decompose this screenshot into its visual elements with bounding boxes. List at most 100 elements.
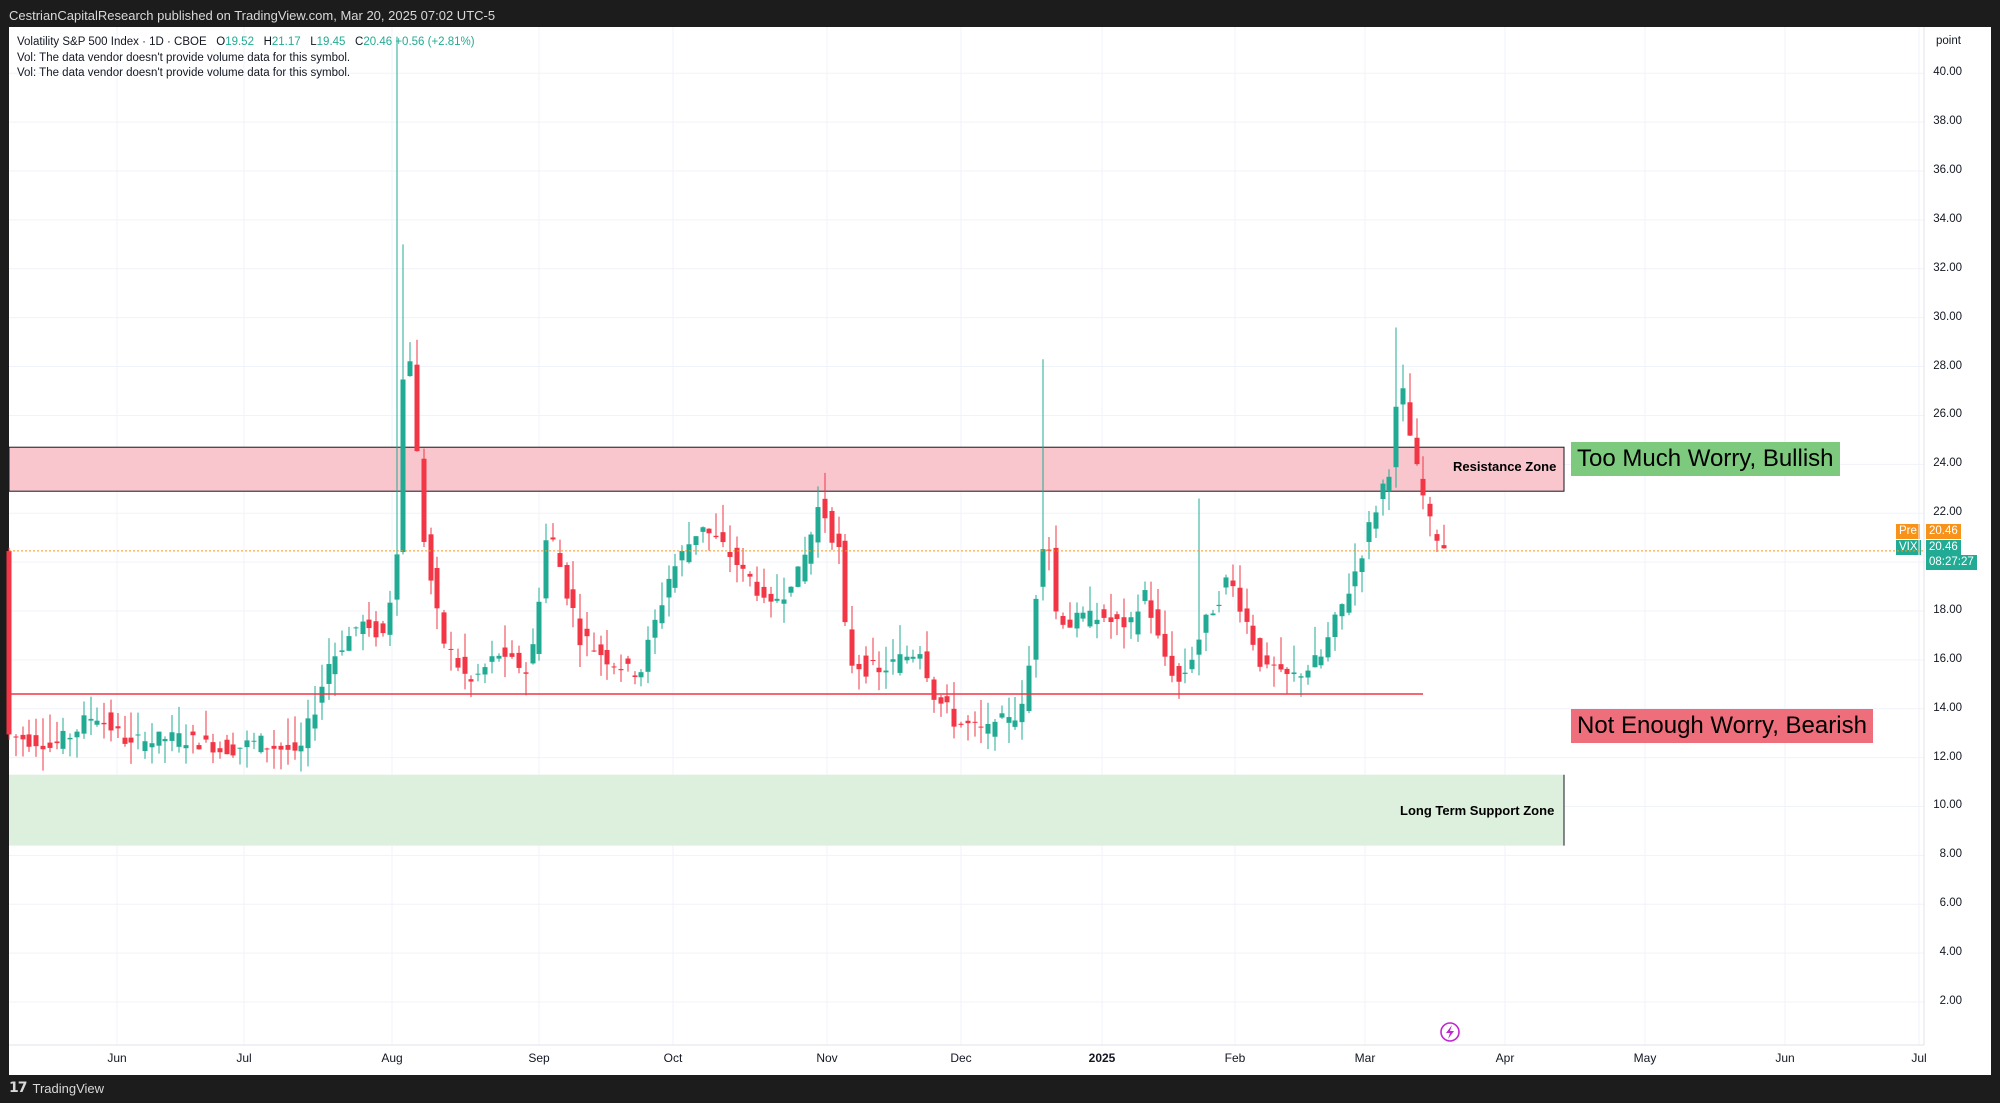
- close-value: 20.46: [363, 36, 393, 48]
- resistance-zone: [8, 446, 1565, 492]
- candle-body: [856, 663, 862, 670]
- change-value: +0.56 (+2.81%): [395, 36, 475, 48]
- candle-body: [183, 745, 189, 749]
- candle-body: [1128, 617, 1134, 623]
- candle-body: [1080, 612, 1086, 619]
- candle-body: [244, 740, 250, 748]
- candle-body: [115, 726, 121, 729]
- price-tick-label: 38.00: [1933, 115, 1962, 128]
- candle-body: [842, 540, 848, 623]
- candle-body: [645, 639, 651, 672]
- candle-body: [570, 589, 576, 609]
- candle-body: [557, 553, 563, 567]
- candle-body: [1298, 676, 1304, 678]
- candle-body: [326, 664, 332, 684]
- price-tick-label: 2.00: [1939, 995, 1962, 1007]
- chart-area[interactable]: [9, 27, 1991, 1075]
- candle-body: [666, 578, 672, 598]
- candle-body: [1203, 614, 1209, 633]
- volume-note-2: Vol: The data vendor doesn't provide vol…: [17, 67, 351, 79]
- candle-body: [142, 741, 148, 752]
- candle-body: [1006, 717, 1012, 723]
- price-tick-label: 26.00: [1933, 408, 1962, 421]
- candle-body: [278, 745, 284, 750]
- candle-body: [1033, 598, 1039, 660]
- candle-body: [20, 734, 26, 740]
- candle-body: [101, 722, 107, 725]
- candle-body: [781, 599, 787, 604]
- candle-body: [1318, 656, 1324, 666]
- open-value: 19.52: [225, 36, 254, 48]
- candle-body: [985, 724, 991, 734]
- candle-body: [482, 667, 488, 675]
- legend-symbol[interactable]: Volatility S&P 500 Index · 1D · CBOE: [17, 36, 207, 48]
- candle-body: [1230, 580, 1236, 587]
- lightning-icon[interactable]: [1440, 1022, 1460, 1042]
- candle-body: [162, 738, 168, 742]
- time-tick-label: Mar: [1354, 1051, 1376, 1065]
- price-tick-label: 4.00: [1939, 946, 1962, 959]
- candle-body: [1162, 633, 1168, 657]
- candle-body: [999, 713, 1005, 718]
- candle-body: [502, 647, 508, 657]
- candle-body: [679, 550, 685, 561]
- high-label: H: [263, 36, 272, 48]
- candle-body: [1346, 593, 1352, 613]
- candle-body: [1312, 655, 1318, 668]
- legend-ohlc-row: Volatility S&P 500 Index · 1D · CBOE O19…: [17, 35, 475, 51]
- overlay-lines: [9, 550, 1924, 695]
- candle-body: [441, 612, 447, 644]
- candle-body: [1223, 577, 1229, 588]
- candle-body: [863, 655, 869, 677]
- candle-body: [224, 739, 230, 755]
- candle-body: [285, 744, 291, 750]
- candle-body: [1135, 611, 1141, 635]
- candle-body: [700, 527, 706, 532]
- candle-body: [1060, 615, 1066, 625]
- candle-body: [1182, 672, 1188, 674]
- last-price-tag: 20.46: [1926, 540, 1961, 555]
- candle-body: [734, 547, 740, 565]
- candle-body: [1393, 406, 1399, 468]
- candle-body: [332, 656, 338, 675]
- candle-body: [713, 535, 719, 538]
- candle-body: [475, 673, 481, 675]
- candle-body: [1250, 625, 1256, 645]
- candle-body: [414, 364, 420, 452]
- candle-body: [1278, 664, 1284, 670]
- candle-body: [740, 564, 746, 569]
- bearish-callout: Not Enough Worry, Bearish: [1571, 709, 1873, 743]
- candle-body: [938, 697, 944, 704]
- tradingview-logo[interactable]: 17 TradingView: [9, 1080, 104, 1096]
- candle-body: [1386, 476, 1392, 492]
- time-tick-label: Nov: [816, 1051, 838, 1065]
- time-tick-label: May: [1633, 1051, 1657, 1065]
- candle-body: [156, 731, 162, 746]
- candle-body: [1046, 549, 1052, 551]
- top-bar: CestrianCapitalResearch published on Tra…: [0, 0, 2000, 27]
- price-tick-label: 14.00: [1933, 701, 1962, 714]
- candle-body: [1414, 437, 1420, 465]
- candle-body: [584, 628, 590, 637]
- low-value: 19.45: [316, 36, 346, 48]
- candle-body: [74, 731, 80, 738]
- candle-body: [720, 532, 726, 543]
- candle-body: [448, 648, 454, 650]
- candle-body: [849, 629, 855, 666]
- candle-body: [958, 723, 964, 725]
- pre-label-tag: Pre: [1896, 524, 1920, 539]
- candle-body: [795, 566, 801, 587]
- candle-body: [1094, 619, 1100, 625]
- candle-body: [1142, 590, 1148, 601]
- candle-body: [978, 726, 984, 728]
- price-axis-unit[interactable]: point: [1936, 35, 1961, 47]
- candle-body: [1053, 547, 1059, 612]
- candle-body: [108, 712, 114, 731]
- published-text: CestrianCapitalResearch published on Tra…: [9, 8, 496, 23]
- candle-body: [149, 743, 155, 748]
- price-tick-label: 30.00: [1933, 310, 1962, 323]
- price-tick-label: 40.00: [1933, 66, 1962, 79]
- candle-body: [88, 718, 94, 721]
- pre-value-tag: 20.46: [1926, 524, 1961, 539]
